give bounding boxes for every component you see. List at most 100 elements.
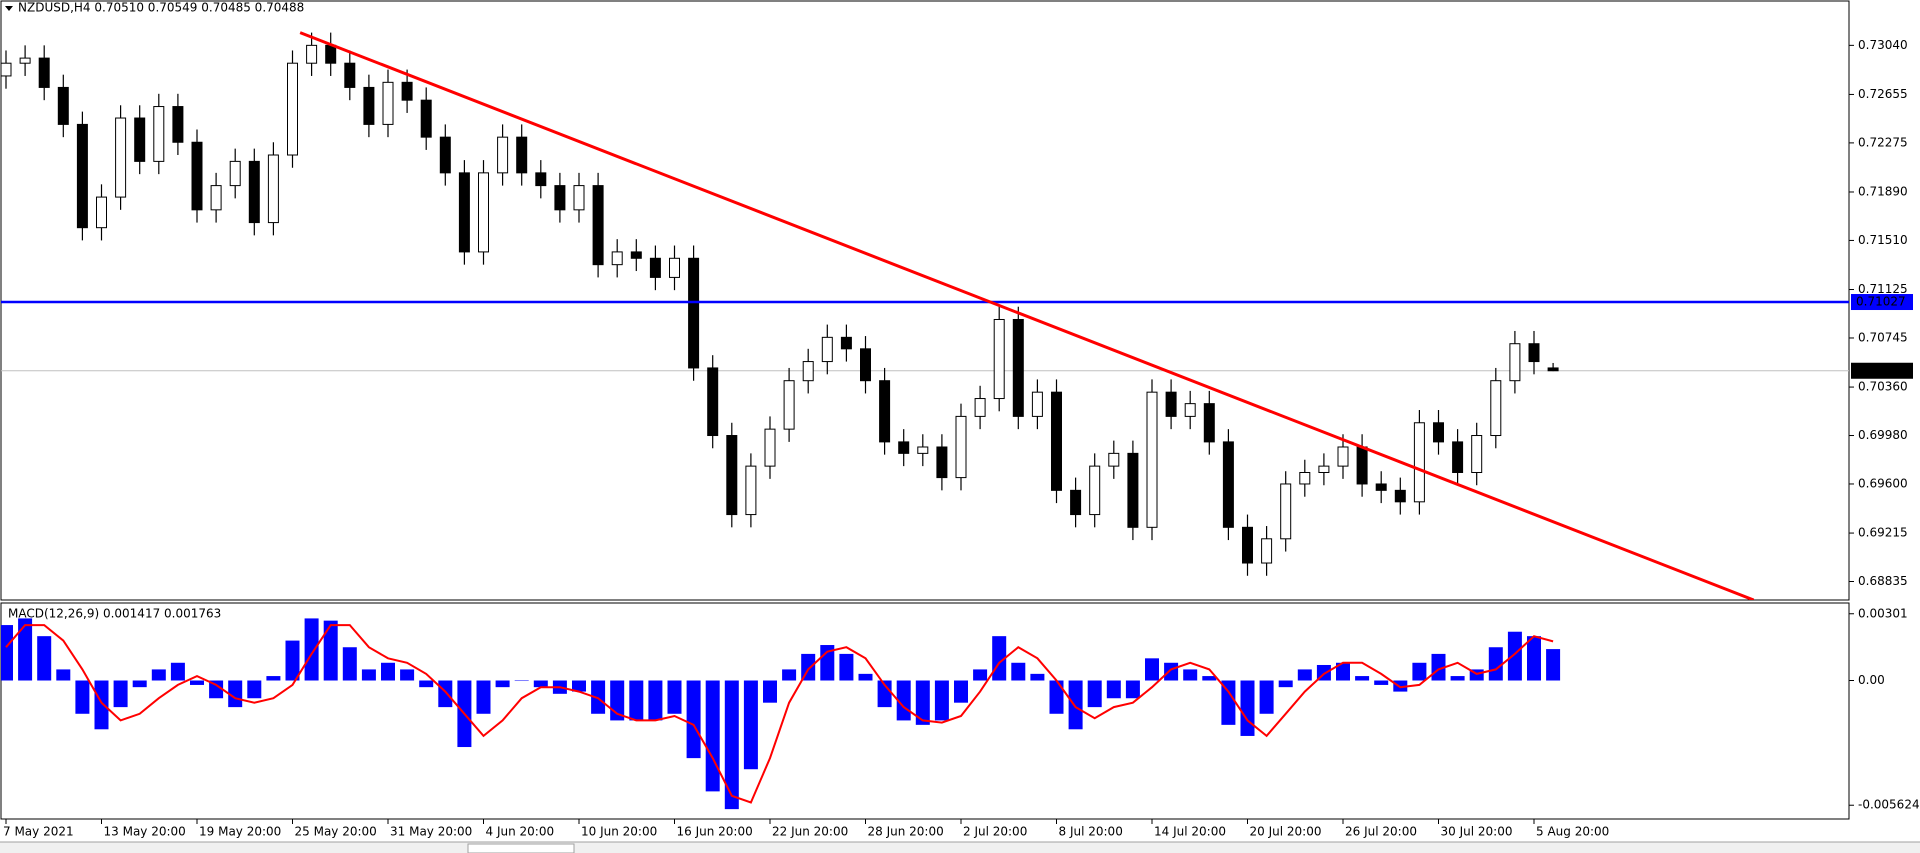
candle-body xyxy=(840,336,852,350)
candle-body xyxy=(1375,483,1387,491)
macd-bar xyxy=(705,680,720,792)
macd-bar xyxy=(648,680,663,721)
candle-body xyxy=(210,185,222,211)
y-tick-label: 0.71890 xyxy=(1858,184,1908,198)
candle-body xyxy=(726,435,738,516)
macd-bar xyxy=(342,647,357,681)
candle-body xyxy=(860,348,871,382)
macd-bar xyxy=(743,680,758,770)
candle-body xyxy=(669,257,680,278)
y-tick-label: 0.69600 xyxy=(1858,476,1908,490)
y-tick-label: 0.71125 xyxy=(1858,282,1908,296)
candle-body xyxy=(1337,446,1349,467)
signal-line xyxy=(5,624,1554,804)
macd-bar xyxy=(170,662,185,681)
macd-bar xyxy=(151,669,166,681)
candle-body xyxy=(1031,391,1043,417)
tab[interactable] xyxy=(467,843,575,853)
candle-body xyxy=(287,62,298,156)
candle-body xyxy=(1203,403,1215,443)
macd-bar xyxy=(1527,636,1541,681)
macd-bar xyxy=(782,669,797,681)
macd-bar xyxy=(190,680,204,685)
x-tick-label: 8 Jul 20:00 xyxy=(1059,825,1123,839)
macd-bar xyxy=(1087,680,1102,708)
macd-bar xyxy=(1507,631,1522,681)
macd-bar xyxy=(572,680,586,692)
candle-body xyxy=(535,172,547,187)
candle-body xyxy=(191,141,203,211)
candle-body xyxy=(1547,367,1559,372)
macd-bar xyxy=(228,680,243,708)
candle-body xyxy=(497,136,509,174)
macd-bar xyxy=(209,680,224,699)
x-tick-label: 19 May 20:00 xyxy=(199,825,281,839)
candle-body xyxy=(1509,343,1521,382)
macd-bar xyxy=(877,680,892,708)
candle-body xyxy=(1089,465,1101,516)
macd-bar xyxy=(438,680,453,708)
candle-body xyxy=(57,86,69,125)
macd-bar xyxy=(514,680,529,682)
macd-bar xyxy=(1164,662,1179,681)
macd-bar xyxy=(763,680,777,703)
candle-body xyxy=(325,44,337,64)
macd-bar xyxy=(381,662,395,681)
candle-body xyxy=(363,86,375,125)
macd-bar xyxy=(839,653,854,681)
candle-body xyxy=(955,415,967,479)
candle-body xyxy=(1051,391,1062,491)
x-tick-label: 31 May 20:00 xyxy=(390,825,472,839)
candle-body xyxy=(592,185,604,266)
macd-bar xyxy=(1221,680,1236,725)
candle-body xyxy=(764,428,776,467)
macd-bar xyxy=(533,680,548,688)
candle-body xyxy=(229,160,241,187)
candle-body xyxy=(917,446,929,454)
menu-triangle[interactable] xyxy=(5,6,13,11)
candle-body xyxy=(1127,452,1139,528)
macd-bar xyxy=(1412,662,1427,681)
macd-bar xyxy=(1202,676,1217,681)
candle-body xyxy=(172,106,184,143)
price-title: NZDUSD,H4 0.70510 0.70549 0.70485 0.7048… xyxy=(18,1,304,15)
x-tick-label: 7 May 2021 xyxy=(3,825,74,839)
macd-bar xyxy=(132,680,147,688)
macd-bar xyxy=(1278,680,1293,688)
macd-bar xyxy=(1546,649,1561,681)
candle-body xyxy=(1070,489,1082,516)
current-price-box xyxy=(1851,362,1913,379)
y-tick-label: 0.70745 xyxy=(1858,330,1908,344)
macd-bar xyxy=(361,669,376,681)
candle-body xyxy=(439,136,451,174)
trendline xyxy=(299,31,1755,600)
candle-body xyxy=(1490,380,1502,437)
macd-bar xyxy=(476,680,491,714)
candle-body xyxy=(1165,391,1177,417)
candle-body xyxy=(267,154,279,224)
macd-bar xyxy=(934,680,949,721)
candle-body xyxy=(821,336,833,363)
candle-body xyxy=(745,465,757,516)
macd-bar xyxy=(419,680,434,688)
macd-bar xyxy=(1011,662,1026,681)
macd-bar xyxy=(686,680,701,759)
candle-body xyxy=(306,44,318,64)
macd-bar xyxy=(266,676,281,681)
macd-bar xyxy=(400,669,415,681)
macd-bar xyxy=(75,680,90,714)
macd-bar xyxy=(323,620,338,681)
macd-bar xyxy=(973,669,988,681)
macd-bar xyxy=(1030,673,1045,681)
macd-bar xyxy=(629,680,644,721)
candle-body xyxy=(115,117,127,198)
y-tick-label: 0.72275 xyxy=(1858,135,1908,149)
candle-body xyxy=(1280,483,1292,540)
y-tick-label: 0.73040 xyxy=(1858,38,1908,52)
x-tick-label: 26 Jul 20:00 xyxy=(1345,825,1417,839)
macd-bar xyxy=(1297,669,1312,681)
y-tick-label: 0.72655 xyxy=(1858,87,1908,101)
candle-body xyxy=(1,62,12,77)
macd-bar xyxy=(94,680,109,730)
